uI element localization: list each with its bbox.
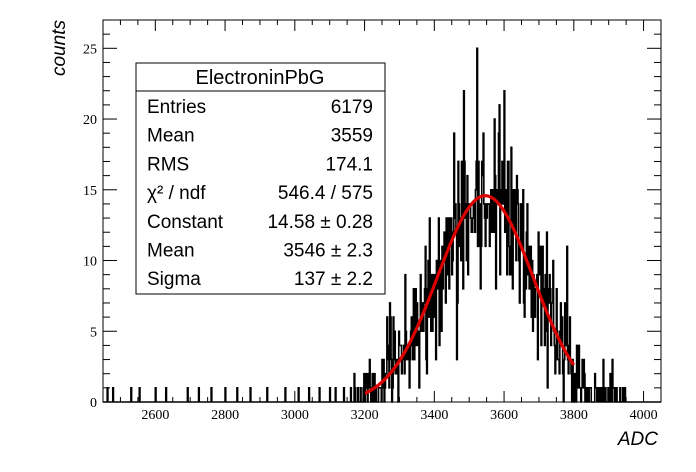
stats-label: Entries [147, 97, 206, 118]
stats-box-title: ElectroninPbG [196, 67, 325, 89]
x-tick-label: 3000 [281, 408, 309, 423]
stats-label: Mean [147, 241, 195, 262]
x-axis-ticks [119, 20, 662, 402]
histogram-bars [103, 47, 661, 403]
y-axis-title: counts [49, 20, 70, 76]
x-axis-title: ADC [617, 429, 658, 450]
fit-curve-layer [363, 194, 576, 395]
x-tick-label: 3400 [420, 408, 448, 423]
stats-value: 3559 [331, 126, 373, 147]
y-tick-label: 0 [90, 396, 97, 411]
gaussian-fit-curve [363, 194, 576, 395]
x-tick-label: 3200 [351, 408, 379, 423]
y-tick-label: 5 [90, 325, 97, 340]
y-tick-label: 20 [83, 113, 97, 128]
y-tick-label: 25 [83, 42, 97, 57]
x-tick-label: 2800 [211, 408, 239, 423]
stats-value: 137 ± 2.2 [294, 269, 373, 290]
stats-value: 3546 ± 2.3 [283, 241, 373, 262]
stats-value: 14.58 ± 0.28 [267, 212, 373, 233]
stats-label: RMS [147, 154, 189, 175]
y-tick-label: 10 [83, 255, 97, 270]
x-tick-label: 4000 [630, 408, 658, 423]
histogram-line [103, 47, 661, 403]
stats-value: 546.4 / 575 [278, 183, 373, 204]
y-axis-ticks [103, 19, 661, 403]
stats-label: χ² / ndf [147, 183, 206, 204]
stats-box-frame [135, 62, 386, 295]
x-tick-label: 2600 [141, 408, 169, 423]
x-axis-tick-labels: 2600 2800 3000 3200 3400 3600 3800 4000 [141, 408, 657, 423]
x-tick-label: 3800 [560, 408, 588, 423]
x-tick-label: 3600 [490, 408, 518, 423]
y-tick-label: 15 [83, 184, 97, 199]
stats-box: ElectroninPbG Entries 6179 Mean 3559 RMS 174.… [135, 62, 386, 295]
stats-label: Mean [147, 126, 195, 147]
stats-rows: Entries 6179 Mean 3559 RMS 174.1 χ² / ndf 546.4… [147, 97, 373, 290]
y-axis-tick-labels: 0 5 10 15 20 25 [83, 42, 97, 411]
stats-label: Sigma [147, 269, 201, 290]
stats-value: 174.1 [325, 154, 373, 175]
stats-value: 6179 [331, 97, 373, 118]
stats-label: Constant [147, 212, 224, 233]
